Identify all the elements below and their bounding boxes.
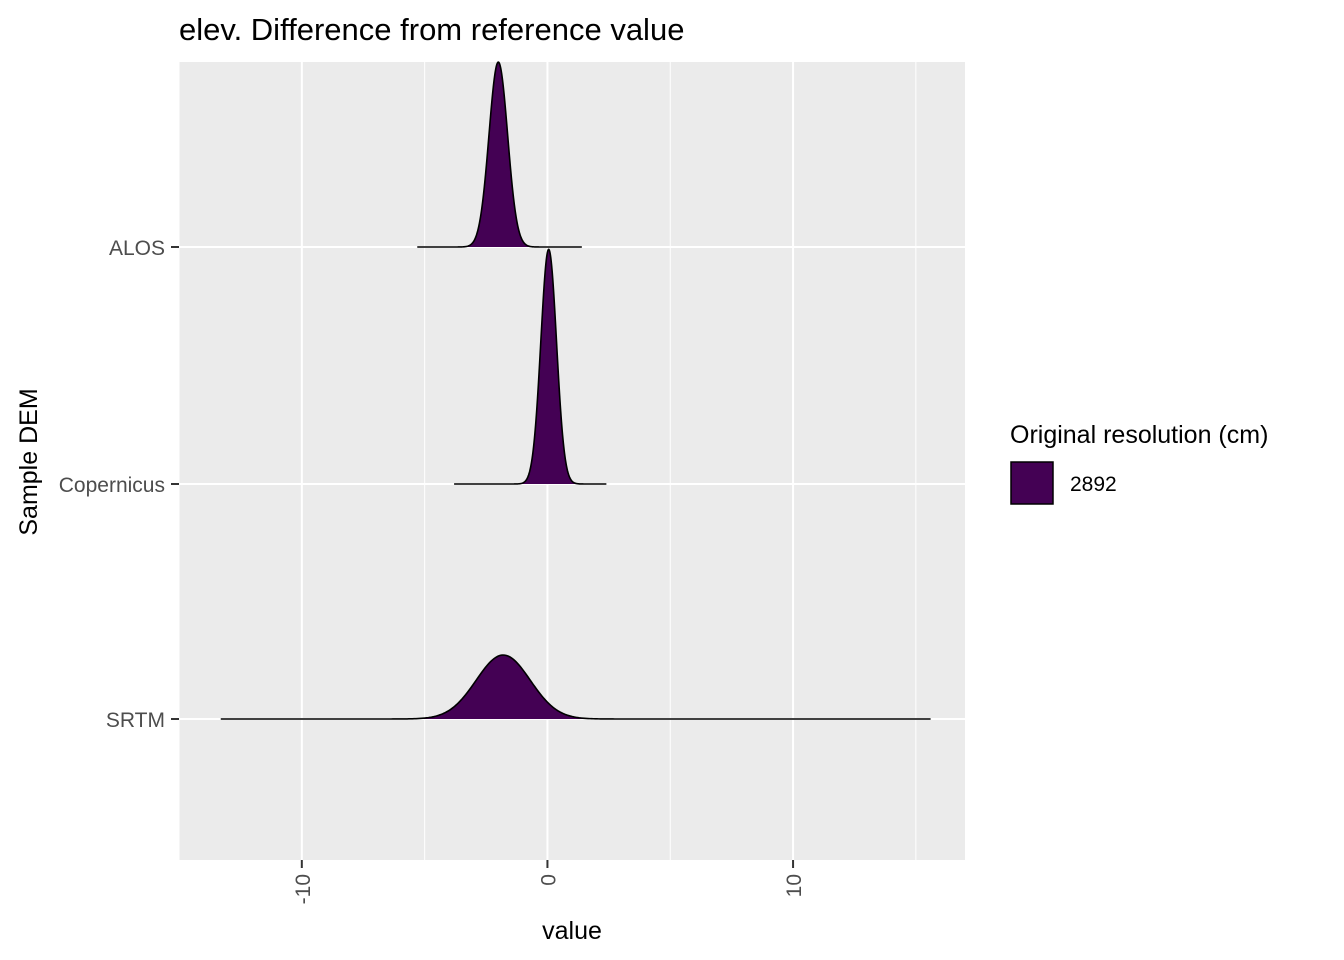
chart-title: elev. Difference from reference value: [179, 12, 684, 47]
y-tick-label: SRTM: [106, 709, 165, 732]
ridge-line-copernicus: [454, 248, 607, 485]
legend-label: 2892: [1070, 473, 1117, 496]
x-axis: -10 0 10: [292, 860, 806, 904]
y-tick-label: ALOS: [109, 237, 165, 260]
y-axis-title: Sample DEM: [15, 388, 43, 535]
x-tick-label: 0: [537, 874, 560, 886]
minor-gridlines: [178, 62, 917, 860]
y-axis: ALOS Copernicus SRTM: [59, 237, 179, 732]
ridge-line-srtm: [220, 654, 931, 720]
legend-swatch: [1010, 461, 1054, 505]
plot-panel: [179, 62, 965, 860]
y-tick-label: Copernicus: [59, 474, 165, 497]
ridge-fill-alos: [417, 62, 582, 247]
legend: Original resolution (cm) 2892: [1010, 421, 1268, 505]
legend-entries: 2892: [1010, 461, 1117, 505]
legend-title: Original resolution (cm): [1010, 421, 1268, 449]
x-tick-label: 10: [783, 874, 806, 897]
x-axis-title: value: [542, 917, 602, 945]
density-ridges: [220, 61, 931, 720]
ridge-line-alos: [417, 61, 582, 248]
x-tick-label: -10: [292, 874, 315, 904]
